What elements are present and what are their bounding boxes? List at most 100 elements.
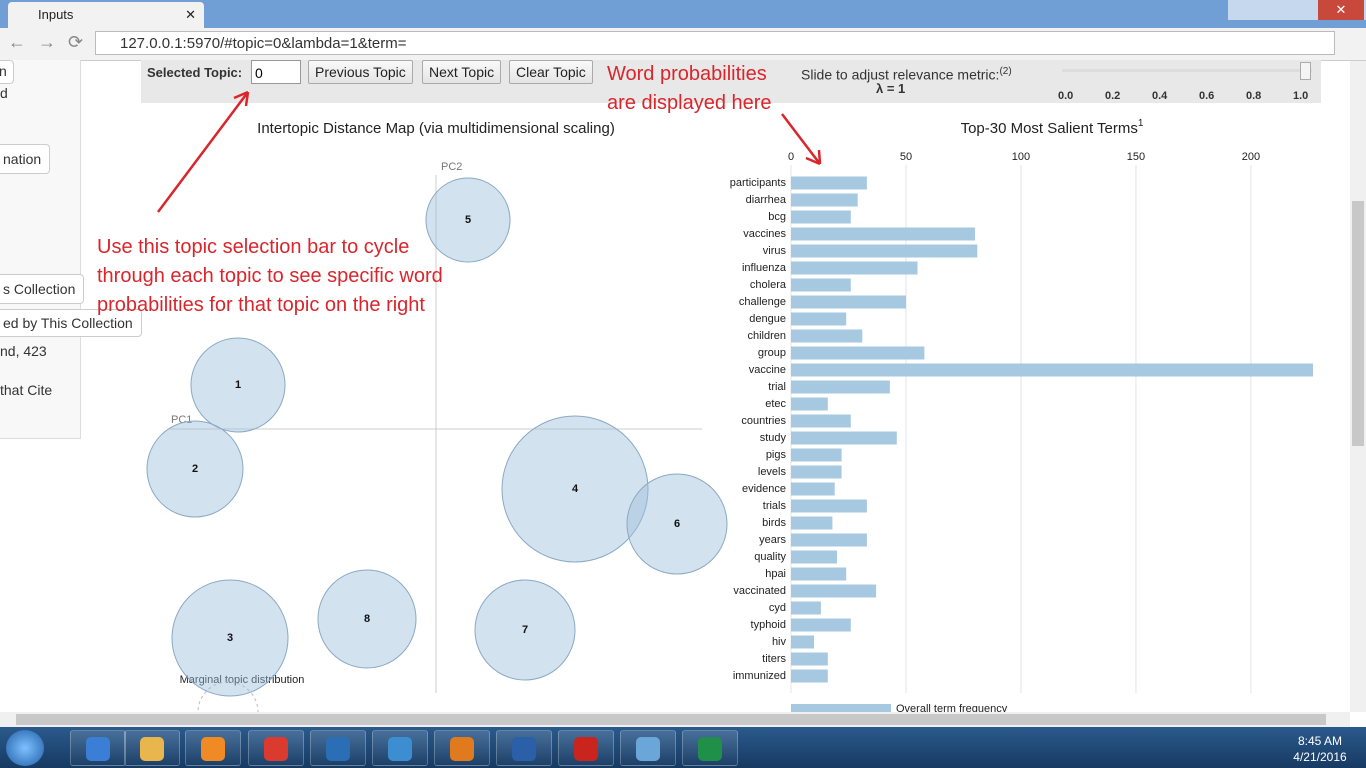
start-button[interactable]: [6, 730, 44, 766]
taskbar-app[interactable]: [496, 730, 552, 766]
app-icon: [450, 737, 474, 761]
term-label: birds: [762, 517, 786, 529]
bar: [791, 448, 842, 462]
bar: [791, 533, 867, 547]
term-label: evidence: [742, 483, 786, 495]
bar: [791, 261, 918, 275]
bar: [791, 567, 847, 581]
tab-title: Inputs: [38, 7, 74, 22]
bar: [791, 312, 847, 326]
scroll-thumb[interactable]: [16, 714, 1326, 725]
sidebar-button[interactable]: nation: [0, 144, 51, 174]
overall-frequency-legend: [791, 704, 891, 712]
bar: [791, 295, 906, 309]
slider-tick-label: 0.8: [1246, 90, 1262, 102]
taskbar-app[interactable]: [310, 730, 366, 766]
x-tick-label: 150: [1127, 151, 1145, 163]
taskbar-app[interactable]: [620, 730, 676, 766]
bar: [791, 210, 851, 224]
term-label: pigs: [766, 449, 787, 461]
annotation-line: Use this topic selection bar to cycle: [97, 236, 410, 258]
bar: [791, 346, 925, 360]
taskbar: [0, 727, 1366, 768]
term-label: levels: [758, 466, 787, 478]
scroll-thumb[interactable]: [1352, 201, 1364, 446]
sidebar-button[interactable]: ed by This Collection: [0, 309, 142, 337]
taskbar-app[interactable]: [434, 730, 490, 766]
term-label: bcg: [768, 211, 786, 223]
slider-track: [1062, 69, 1312, 72]
bar: [791, 669, 828, 683]
address-bar[interactable]: 127.0.0.1:5970/#topic=0&lambda=1&term=: [95, 31, 1335, 55]
bar: [791, 550, 837, 564]
taskbar-app[interactable]: [70, 730, 126, 766]
vertical-scrollbar[interactable]: [1350, 61, 1366, 712]
term-label: influenza: [742, 262, 787, 274]
sidebar-button[interactable]: n: [0, 60, 14, 84]
app-icon: [636, 737, 660, 761]
taskbar-app[interactable]: [185, 730, 241, 766]
selected-topic-input[interactable]: 0: [251, 60, 301, 84]
bar: [791, 465, 842, 479]
term-label: dengue: [749, 313, 786, 325]
clear-topic-button[interactable]: Clear Topic: [509, 60, 593, 84]
bar: [791, 618, 851, 632]
topic-circle: [626, 473, 728, 575]
app-icon: [574, 737, 598, 761]
topic-label: 1: [235, 379, 241, 391]
term-label: typhoid: [751, 619, 786, 631]
app-icon: [140, 737, 164, 761]
taskbar-app[interactable]: [682, 730, 738, 766]
taskbar-app[interactable]: [372, 730, 428, 766]
horizontal-scrollbar[interactable]: [0, 712, 1350, 727]
bar: [791, 516, 833, 530]
sidebar-button[interactable]: s Collection: [0, 274, 85, 304]
annotation-left: Use this topic selection bar to cycle th…: [97, 233, 443, 320]
annotation-line: are displayed here: [607, 92, 772, 114]
taskbar-app[interactable]: [124, 730, 180, 766]
tab-close[interactable]: ✕: [185, 7, 196, 22]
app-icon: [698, 737, 722, 761]
term-label: countries: [741, 415, 786, 427]
tab[interactable]: Inputs ✕: [8, 2, 204, 28]
topic-circle: [474, 579, 576, 681]
app-icon: [326, 737, 350, 761]
topic-label: 2: [192, 463, 198, 475]
terms-title-note: 1: [1138, 118, 1144, 129]
term-label: diarrhea: [746, 194, 787, 206]
bar: [791, 363, 1313, 377]
term-label: children: [747, 330, 786, 342]
topic-circle: [146, 420, 244, 518]
slider-handle[interactable]: [1300, 62, 1311, 80]
app-icon: [388, 737, 412, 761]
term-label: virus: [763, 245, 787, 257]
previous-topic-button[interactable]: Previous Topic: [308, 60, 413, 84]
sidebar-text: nd, 423: [0, 343, 47, 359]
bar: [791, 397, 828, 411]
bar: [791, 244, 978, 258]
x-tick-label: 200: [1242, 151, 1260, 163]
topic-label: 6: [674, 518, 680, 530]
term-label: etec: [765, 398, 786, 410]
term-label: hiv: [772, 636, 787, 648]
clock-time: 8:45 AM: [1297, 734, 1343, 748]
bar: [791, 176, 867, 190]
x-tick-label: 50: [900, 151, 912, 163]
term-label: titers: [762, 653, 786, 665]
topic-circle: [171, 579, 289, 697]
bar: [791, 329, 863, 343]
x-tick-label: 0: [788, 151, 794, 163]
topic-map-title: Intertopic Distance Map (via multidimens…: [257, 120, 615, 137]
clock[interactable]: 8:45 AM 4/21/2016: [1284, 733, 1356, 765]
sidebar: [0, 60, 81, 439]
app-icon: [201, 737, 225, 761]
taskbar-app[interactable]: [558, 730, 614, 766]
taskbar-app[interactable]: [248, 730, 304, 766]
annotation-arrow: [157, 90, 250, 213]
next-topic-button[interactable]: Next Topic: [422, 60, 502, 84]
nav-buttons[interactable]: ←→⟳: [8, 32, 96, 52]
x-tick-label: 100: [1012, 151, 1030, 163]
annotation-line: probabilities for that topic on the righ…: [97, 294, 425, 316]
close-button[interactable]: ✕: [1318, 0, 1364, 20]
term-label: participants: [730, 177, 787, 189]
